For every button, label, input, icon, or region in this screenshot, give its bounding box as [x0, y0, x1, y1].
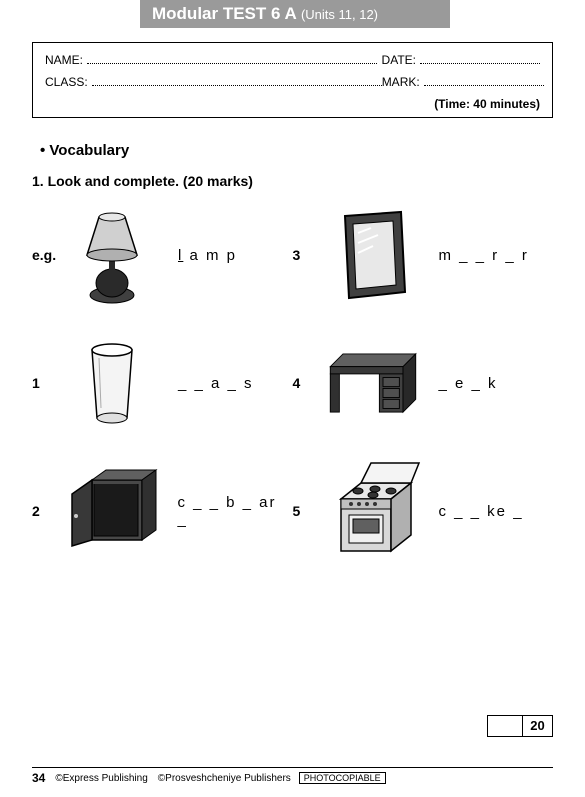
instruction: 1. Look and complete. (20 marks) — [32, 173, 585, 189]
item-5: 5 — [293, 461, 554, 561]
score-blank[interactable] — [487, 715, 523, 737]
time-label: (Time: 40 minutes) — [45, 97, 540, 111]
lamp-icon — [62, 205, 162, 305]
item-2: 2 c _ _ b _ ar _ — [32, 461, 293, 561]
class-label: CLASS: — [45, 75, 88, 89]
mark-label: MARK: — [382, 75, 420, 89]
section-heading: • Vocabulary — [40, 142, 585, 159]
item-word[interactable]: l a m p — [178, 247, 237, 264]
footer: 34 ©Express Publishing ©Prosveshcheniye … — [32, 767, 553, 785]
class-field[interactable] — [92, 76, 382, 86]
item-num: 3 — [293, 247, 323, 263]
title-main: Modular TEST 6 A — [152, 4, 296, 23]
item-word[interactable]: _ _ a _ s — [178, 375, 254, 392]
item-num: e.g. — [32, 247, 62, 263]
title-units: (Units 11, 12) — [301, 7, 378, 22]
mark-field[interactable] — [424, 76, 544, 86]
name-label: NAME: — [45, 53, 83, 67]
item-word[interactable]: m _ _ r _ r — [439, 247, 529, 264]
title-bar: Modular TEST 6 A (Units 11, 12) — [140, 0, 450, 28]
publisher-1: ©Express Publishing — [55, 773, 147, 784]
item-word[interactable]: c _ _ ke _ — [439, 503, 524, 520]
glass-icon — [62, 333, 162, 433]
info-box: NAME: DATE: CLASS: MARK: (Time: 40 minut… — [32, 42, 553, 118]
cupboard-icon — [62, 461, 162, 561]
item-num: 4 — [293, 375, 323, 391]
item-word[interactable]: c _ _ b _ ar _ — [177, 494, 292, 528]
item-num: 1 — [32, 375, 62, 391]
item-num: 5 — [293, 503, 323, 519]
date-field[interactable] — [420, 54, 540, 64]
mirror-icon — [323, 205, 423, 305]
desk-icon — [323, 333, 423, 433]
date-label: DATE: — [382, 53, 416, 67]
cooker-icon — [323, 461, 423, 561]
score-box: 20 — [487, 715, 553, 737]
score-total: 20 — [523, 715, 553, 737]
item-num: 2 — [32, 503, 62, 519]
name-field[interactable] — [87, 54, 377, 64]
item-word[interactable]: _ e _ k — [439, 375, 498, 392]
photocopiable-badge: PHOTOCOPIABLE — [299, 772, 386, 784]
items-grid: e.g. l a m p 3 — [32, 205, 553, 561]
item-4: 4 _ e _ k — [293, 333, 554, 433]
publisher-2: ©Prosveshcheniye Publishers — [158, 773, 291, 784]
item-3: 3 m _ _ r _ r — [293, 205, 554, 305]
page-number: 34 — [32, 771, 45, 785]
item-1: 1 _ _ a _ s — [32, 333, 293, 433]
item-eg: e.g. l a m p — [32, 205, 293, 305]
